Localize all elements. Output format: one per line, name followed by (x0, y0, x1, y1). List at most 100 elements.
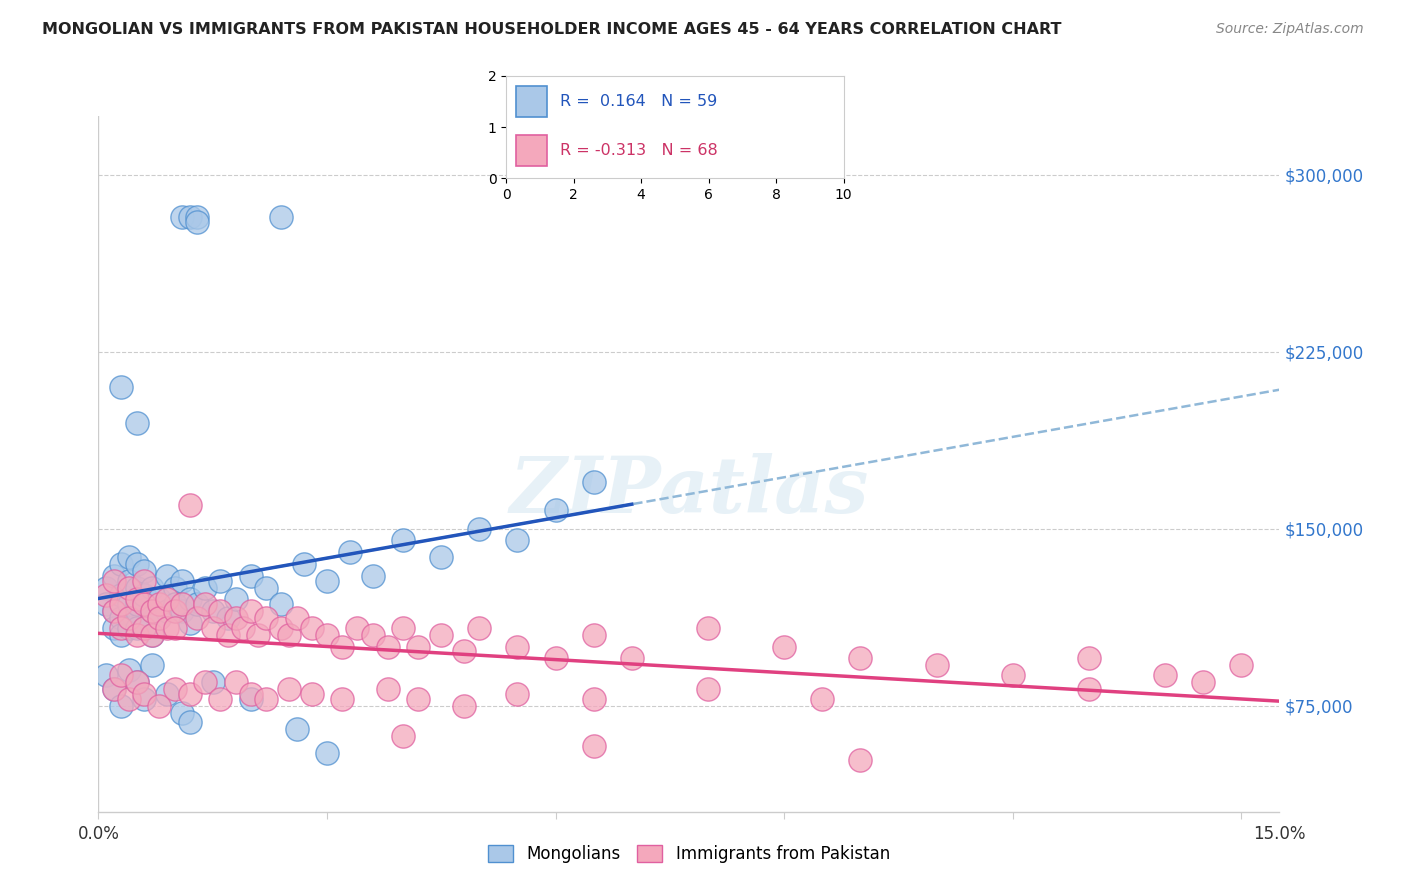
Point (346, 621, 368, 635)
Point (377, 640, 399, 654)
Point (156, 592, 179, 607)
Point (1078, 651, 1101, 665)
Point (408, 640, 430, 654)
Point (194, 597, 217, 611)
Point (301, 687, 323, 701)
Point (134, 588, 156, 602)
Point (201, 604, 224, 618)
Point (163, 581, 186, 595)
Point (172, 574, 194, 588)
Point (544, 651, 567, 665)
Point (125, 604, 148, 618)
Point (506, 533, 529, 548)
Point (141, 604, 163, 618)
Point (1154, 668, 1177, 682)
Point (125, 675, 148, 690)
Point (103, 569, 125, 583)
Point (225, 611, 247, 625)
Point (270, 211, 292, 225)
Point (330, 691, 353, 706)
Point (118, 597, 141, 611)
Point (103, 682, 125, 697)
Point (103, 621, 125, 635)
Point (125, 628, 148, 642)
Point (141, 604, 163, 618)
Point (110, 611, 132, 625)
Point (110, 588, 132, 602)
Point (239, 569, 262, 583)
Point (254, 611, 277, 625)
Point (217, 628, 239, 642)
Point (316, 574, 339, 588)
Point (118, 574, 141, 588)
Point (179, 615, 201, 630)
Point (620, 651, 643, 665)
Point (392, 621, 415, 635)
Point (270, 597, 292, 611)
Point (163, 621, 186, 635)
Point (163, 682, 186, 697)
Point (103, 604, 125, 618)
Point (94, 597, 117, 611)
Point (134, 687, 156, 701)
Point (285, 722, 308, 736)
Point (232, 621, 254, 635)
Point (453, 644, 475, 658)
Point (141, 581, 163, 595)
Point (134, 574, 156, 588)
Point (330, 640, 353, 654)
Point (110, 668, 132, 682)
Point (468, 522, 491, 536)
Point (301, 621, 323, 635)
Point (148, 597, 170, 611)
Point (125, 675, 148, 690)
Point (194, 581, 217, 595)
Point (254, 581, 277, 595)
Point (239, 604, 262, 618)
Point (506, 687, 529, 701)
Point (773, 640, 796, 654)
Point (179, 592, 201, 607)
Point (697, 682, 720, 697)
Text: R =  0.164   N = 59: R = 0.164 N = 59 (560, 94, 717, 109)
Point (377, 682, 399, 697)
Point (392, 533, 415, 548)
Point (103, 604, 125, 618)
Point (239, 691, 262, 706)
Point (156, 687, 179, 701)
Point (849, 651, 872, 665)
Point (163, 604, 186, 618)
Point (103, 682, 125, 697)
Point (186, 211, 208, 225)
Point (163, 597, 186, 611)
Point (582, 739, 605, 753)
Point (110, 621, 132, 635)
Point (118, 581, 141, 595)
Point (118, 549, 141, 564)
Point (468, 621, 491, 635)
Point (544, 503, 567, 517)
Point (125, 581, 148, 595)
Point (110, 557, 132, 571)
Point (225, 675, 247, 690)
Text: R = -0.313   N = 68: R = -0.313 N = 68 (560, 143, 718, 158)
Point (209, 574, 232, 588)
Point (134, 564, 156, 578)
Point (186, 611, 208, 625)
Point (186, 597, 208, 611)
Point (125, 592, 148, 607)
Point (125, 597, 148, 611)
Point (110, 628, 132, 642)
Point (277, 628, 299, 642)
Text: MONGOLIAN VS IMMIGRANTS FROM PAKISTAN HOUSEHOLDER INCOME AGES 45 - 64 YEARS CORR: MONGOLIAN VS IMMIGRANTS FROM PAKISTAN HO… (42, 22, 1062, 37)
Point (582, 691, 605, 706)
Text: Source: ZipAtlas.com: Source: ZipAtlas.com (1216, 22, 1364, 37)
Point (103, 574, 125, 588)
Point (201, 675, 224, 690)
Text: 15.0%: 15.0% (1253, 825, 1306, 843)
Point (94, 668, 117, 682)
Point (141, 628, 163, 642)
Point (125, 621, 148, 635)
Point (194, 675, 217, 690)
Point (110, 698, 132, 713)
